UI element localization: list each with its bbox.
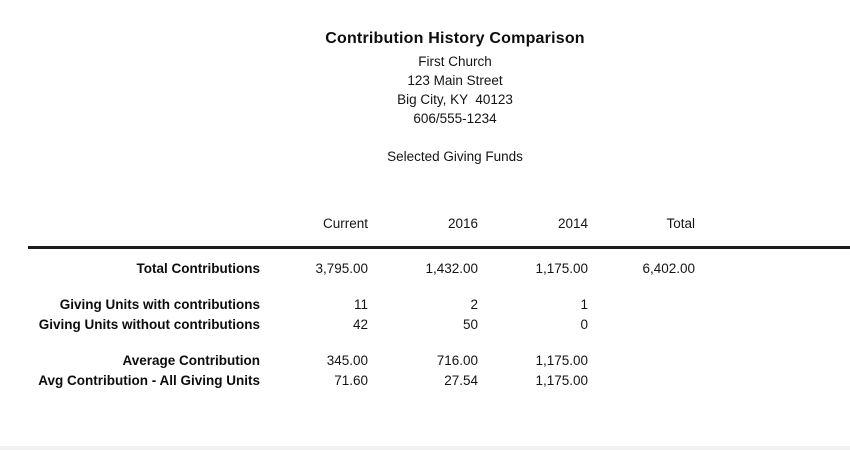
value-current: 11 <box>353 297 368 312</box>
report-title: Contribution History Comparison <box>325 30 585 47</box>
table-row-total-contributions: Total Contributions 3,795.00 1,432.00 1,… <box>28 259 850 278</box>
org-name: First Church <box>418 54 492 69</box>
value-2016: 1,432.00 <box>425 261 478 276</box>
row-label: Average Contribution <box>122 353 260 368</box>
value-current: 3,795.00 <box>315 261 368 276</box>
value-2016: 2 <box>470 297 478 312</box>
table-row-units-without: Giving Units without contributions 42 50… <box>28 315 850 334</box>
table-row-avg-all-giving-units: Avg Contribution - All Giving Units 71.6… <box>28 371 850 390</box>
value-2014: 1 <box>580 297 588 312</box>
column-header-2016: 2016 <box>447 216 478 231</box>
report-header: Contribution History Comparison First Ch… <box>60 29 850 166</box>
table-row-units-with: Giving Units with contributions 11 2 1 <box>28 295 850 314</box>
org-address-street: 123 Main Street <box>407 73 503 88</box>
row-label: Avg Contribution - All Giving Units <box>38 373 260 388</box>
org-phone: 606/555-1234 <box>413 111 497 126</box>
table-header-row: Current 2016 2014 Total <box>28 216 850 238</box>
value-2016: 50 <box>462 317 478 332</box>
column-header-total: Total <box>666 216 695 231</box>
table-row-average-contribution: Average Contribution 345.00 716.00 1,175… <box>28 351 850 370</box>
value-2014: 1,175.00 <box>535 373 588 388</box>
value-current: 345.00 <box>326 353 368 368</box>
comparison-table: Current 2016 2014 Total Total Contributi… <box>28 216 850 390</box>
value-2014: 1,175.00 <box>535 261 588 276</box>
value-2016: 27.54 <box>444 373 478 388</box>
window-bottom-edge <box>0 446 850 450</box>
value-current: 42 <box>352 317 368 332</box>
row-label: Giving Units without contributions <box>38 317 260 332</box>
value-current: 71.60 <box>334 373 368 388</box>
org-address-city: Big City, KY 40123 <box>397 92 513 107</box>
header-rule <box>28 246 850 249</box>
value-2016: 716.00 <box>436 353 478 368</box>
report-subtitle: Selected Giving Funds <box>387 149 523 164</box>
row-label: Giving Units with contributions <box>59 297 260 312</box>
value-2014: 0 <box>580 317 588 332</box>
row-label: Total Contributions <box>136 261 260 276</box>
column-header-current: Current <box>322 216 368 231</box>
value-total: 6,402.00 <box>642 261 695 276</box>
column-header-2014: 2014 <box>557 216 588 231</box>
value-2014: 1,175.00 <box>535 353 588 368</box>
